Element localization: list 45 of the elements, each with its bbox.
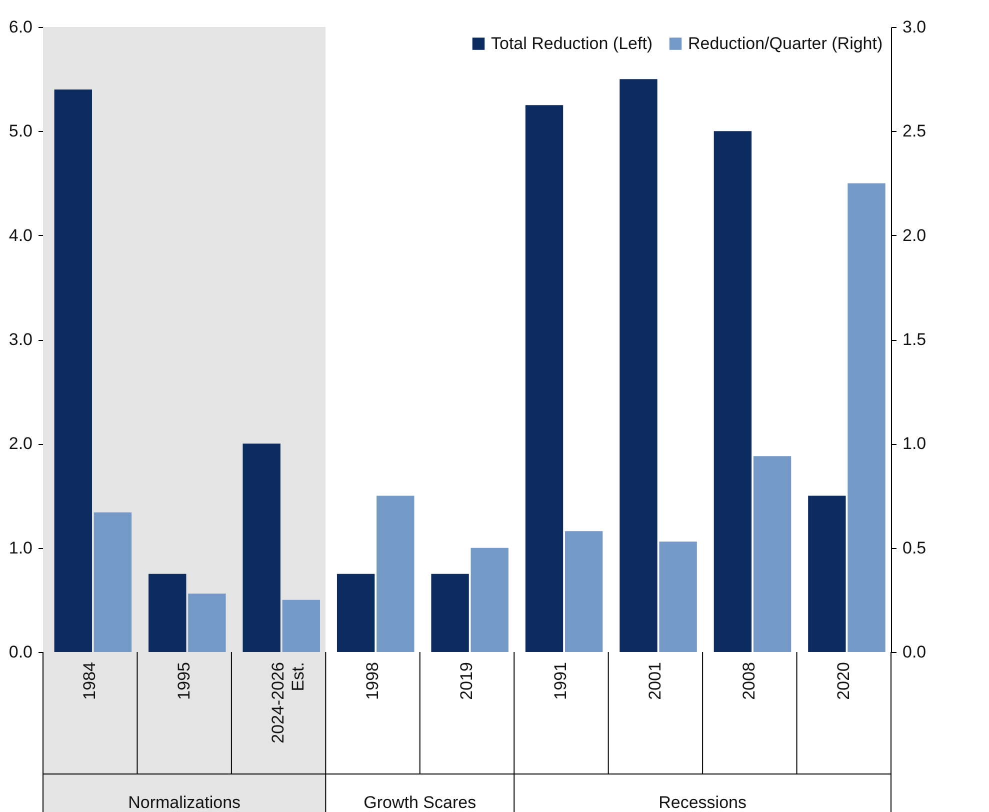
y-tick-label: 3.0 xyxy=(8,330,32,349)
bar xyxy=(242,444,280,652)
y2-tick-label: 3.0 xyxy=(902,18,926,36)
x-tick-label: 1998 xyxy=(362,662,382,700)
x-tick-label: 2008 xyxy=(740,662,759,700)
y-tick-label: 2.0 xyxy=(8,434,32,454)
x-tick-label: 2001 xyxy=(645,662,664,700)
bar xyxy=(188,594,226,652)
x-tick-label: 1995 xyxy=(174,662,194,700)
x-tick-label: 2024-2026 Est. xyxy=(268,662,308,744)
bar xyxy=(714,131,752,652)
band-label: Normalizations xyxy=(128,793,241,812)
bar xyxy=(94,512,132,652)
bar xyxy=(336,574,375,652)
x-tick-label: 2020 xyxy=(834,662,853,700)
bar xyxy=(525,105,564,652)
y2-tick-label: 2.5 xyxy=(902,122,926,141)
legend-label: Total Reduction (Left) xyxy=(491,34,653,53)
bar xyxy=(431,574,469,652)
band-label: Growth Scares xyxy=(364,793,476,812)
y-tick-label: 4.0 xyxy=(8,226,32,245)
y2-tick-label: 1.5 xyxy=(902,330,926,349)
x-tick-label: 2019 xyxy=(457,662,476,700)
bar xyxy=(376,496,414,652)
bar xyxy=(470,548,508,652)
y-tick-label: 5.0 xyxy=(8,122,32,141)
bar xyxy=(808,496,846,652)
bar xyxy=(620,79,658,652)
band-label: Recessions xyxy=(658,793,746,812)
bar xyxy=(282,600,320,652)
y2-tick-label: 2.0 xyxy=(902,226,926,245)
y2-tick-label: 0.5 xyxy=(902,538,926,558)
y2-tick-label: 1.0 xyxy=(902,434,926,454)
bar xyxy=(148,574,186,652)
bar xyxy=(564,531,603,652)
y-tick-label: 6.0 xyxy=(8,18,32,36)
x-tick-label: 1984 xyxy=(80,662,100,700)
bar xyxy=(659,542,697,652)
y-tick-label: 1.0 xyxy=(8,538,32,558)
y2-tick-label: 0.0 xyxy=(902,642,926,662)
bar xyxy=(848,183,886,652)
bar xyxy=(54,90,92,652)
x-tick-label: 1991 xyxy=(551,662,570,700)
y-tick-label: 0.0 xyxy=(8,642,32,662)
legend-label: Reduction/Quarter (Right) xyxy=(688,34,883,53)
